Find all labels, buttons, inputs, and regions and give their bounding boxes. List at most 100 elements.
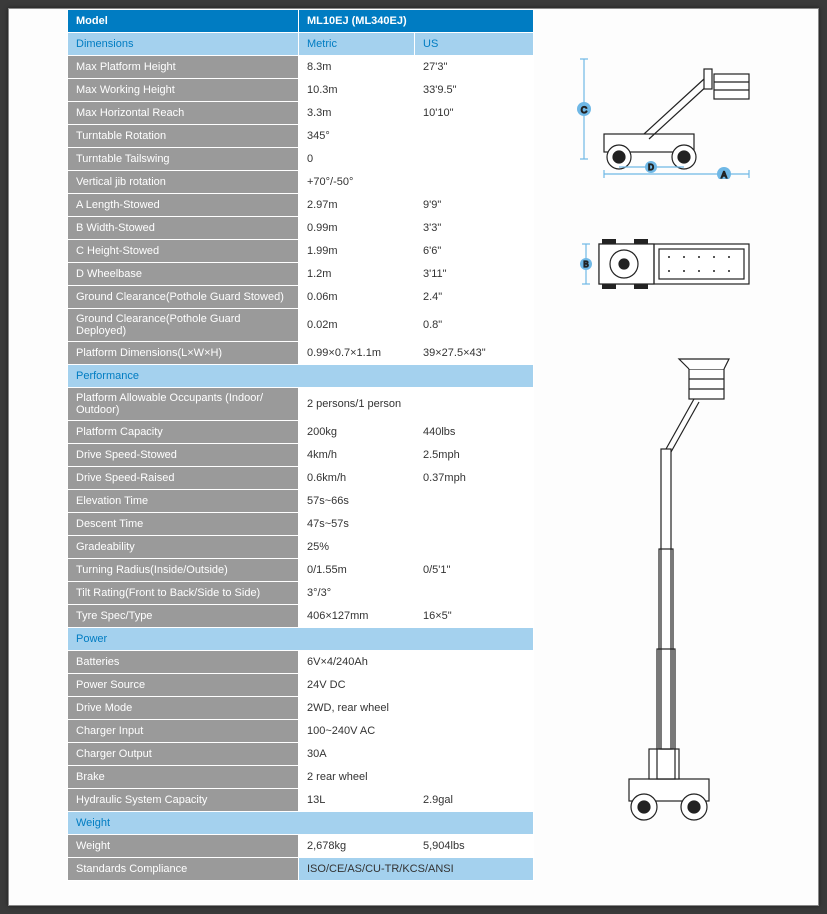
spec-row: Drive Speed-Raised0.6km/h0.37mph xyxy=(68,467,533,489)
spec-row: Max Horizontal Reach3.3m10'10" xyxy=(68,102,533,124)
spec-us: 2.5mph xyxy=(415,444,533,466)
spec-metric: 100~240V AC xyxy=(299,720,533,742)
spec-row: Elevation Time57s~66s xyxy=(68,490,533,512)
spec-metric: 2 persons/1 person xyxy=(299,388,533,420)
spec-row: Descent Time47s~57s xyxy=(68,513,533,535)
side-view-diagram: C A xyxy=(574,49,764,179)
standards-label: Standards Compliance xyxy=(68,858,298,880)
spec-metric: 2,678kg xyxy=(299,835,414,857)
spec-us: 6'6" xyxy=(415,240,533,262)
spec-row: Platform Capacity200kg440lbs xyxy=(68,421,533,443)
spec-metric: 0.06m xyxy=(299,286,414,308)
spec-metric: 0.99m xyxy=(299,217,414,239)
model-label: Model xyxy=(68,10,298,32)
spec-label: Vertical jib rotation xyxy=(68,171,298,193)
spec-label: Batteries xyxy=(68,651,298,673)
spec-metric: 47s~57s xyxy=(299,513,533,535)
spec-metric: 8.3m xyxy=(299,56,414,78)
spec-metric: 6V×4/240Ah xyxy=(299,651,533,673)
spec-metric: 3°/3° xyxy=(299,582,533,604)
spec-metric: 24V DC xyxy=(299,674,533,696)
spec-us: 2.4" xyxy=(415,286,533,308)
spec-us: 0/5'1" xyxy=(415,559,533,581)
spec-us: 0.8" xyxy=(415,309,533,341)
spec-label: Power Source xyxy=(68,674,298,696)
svg-text:B: B xyxy=(583,260,588,269)
dimensions-header: Dimensions xyxy=(68,33,298,55)
spec-us: 16×5" xyxy=(415,605,533,627)
standards-row: Standards Compliance ISO/CE/AS/CU-TR/KCS… xyxy=(68,858,533,880)
us-header: US xyxy=(415,33,533,55)
spec-label: Ground Clearance(Pothole Guard Stowed) xyxy=(68,286,298,308)
spec-row: Turntable Tailswing0 xyxy=(68,148,533,170)
spec-us: 5,904lbs xyxy=(415,835,533,857)
spec-label: Platform Capacity xyxy=(68,421,298,443)
spec-label: Drive Speed-Stowed xyxy=(68,444,298,466)
svg-text:C: C xyxy=(581,105,588,115)
model-value: ML10EJ (ML340EJ) xyxy=(299,10,533,32)
performance-section: Performance xyxy=(68,365,533,387)
spec-row: Weight2,678kg5,904lbs xyxy=(68,835,533,857)
top-view-diagram: B xyxy=(574,229,764,299)
spec-metric: 1.99m xyxy=(299,240,414,262)
metric-header: Metric xyxy=(299,33,414,55)
spec-metric: 57s~66s xyxy=(299,490,533,512)
spec-label: Turntable Tailswing xyxy=(68,148,298,170)
diagram-column: C A xyxy=(534,9,814,905)
spec-label: Elevation Time xyxy=(68,490,298,512)
weight-header: Weight xyxy=(68,812,533,834)
spec-metric: 0.6km/h xyxy=(299,467,414,489)
spec-label: B Width-Stowed xyxy=(68,217,298,239)
spec-label: D Wheelbase xyxy=(68,263,298,285)
spec-us: 3'3" xyxy=(415,217,533,239)
spec-label: Turning Radius(Inside/Outside) xyxy=(68,559,298,581)
spec-label: Platform Allowable Occupants (Indoor/ Ou… xyxy=(68,388,298,420)
spec-row: Gradeability25% xyxy=(68,536,533,558)
spec-label: Descent Time xyxy=(68,513,298,535)
spec-metric: 4km/h xyxy=(299,444,414,466)
spec-row: D Wheelbase1.2m3'11" xyxy=(68,263,533,285)
spec-label: Tyre Spec/Type xyxy=(68,605,298,627)
spec-metric: 2.97m xyxy=(299,194,414,216)
spec-metric: 0.02m xyxy=(299,309,414,341)
spec-label: Brake xyxy=(68,766,298,788)
spec-label: Charger Input xyxy=(68,720,298,742)
spec-row: Platform Allowable Occupants (Indoor/ Ou… xyxy=(68,388,533,420)
spec-metric: 10.3m xyxy=(299,79,414,101)
spec-row: Drive Mode2WD, rear wheel xyxy=(68,697,533,719)
spec-metric: 1.2m xyxy=(299,263,414,285)
spec-us: 9'9" xyxy=(415,194,533,216)
spec-row: C Height-Stowed1.99m6'6" xyxy=(68,240,533,262)
spec-label: Charger Output xyxy=(68,743,298,765)
performance-header: Performance xyxy=(68,365,533,387)
spec-us: 440lbs xyxy=(415,421,533,443)
spec-label: A Length-Stowed xyxy=(68,194,298,216)
spec-label: Drive Speed-Raised xyxy=(68,467,298,489)
weight-section: Weight xyxy=(68,812,533,834)
spec-us: 2.9gal xyxy=(415,789,533,811)
svg-text:A: A xyxy=(721,170,727,179)
spec-metric: 0 xyxy=(299,148,533,170)
spec-us: 10'10" xyxy=(415,102,533,124)
spec-label: Platform Dimensions(L×W×H) xyxy=(68,342,298,364)
spec-metric: 3.3m xyxy=(299,102,414,124)
spec-us: 39×27.5×43" xyxy=(415,342,533,364)
spec-row: Vertical jib rotation+70°/-50° xyxy=(68,171,533,193)
spec-row: Brake2 rear wheel xyxy=(68,766,533,788)
spec-row: Hydraulic System Capacity13L2.9gal xyxy=(68,789,533,811)
spec-table-column: Model ML10EJ (ML340EJ) Dimensions Metric… xyxy=(9,9,534,905)
spec-label: Max Horizontal Reach xyxy=(68,102,298,124)
spec-us: 3'11" xyxy=(415,263,533,285)
spec-row: Max Platform Height8.3m27'3" xyxy=(68,56,533,78)
spec-metric: 345° xyxy=(299,125,533,147)
spec-label: Hydraulic System Capacity xyxy=(68,789,298,811)
spec-label: Weight xyxy=(68,835,298,857)
spec-sheet-page: Model ML10EJ (ML340EJ) Dimensions Metric… xyxy=(8,8,819,906)
elevated-view-diagram xyxy=(599,349,739,829)
power-header: Power xyxy=(68,628,533,650)
spec-label: Ground Clearance(Pothole Guard Deployed) xyxy=(68,309,298,341)
svg-text:D: D xyxy=(648,163,654,172)
spec-row: Turntable Rotation345° xyxy=(68,125,533,147)
spec-row: A Length-Stowed2.97m9'9" xyxy=(68,194,533,216)
spec-label: Max Platform Height xyxy=(68,56,298,78)
